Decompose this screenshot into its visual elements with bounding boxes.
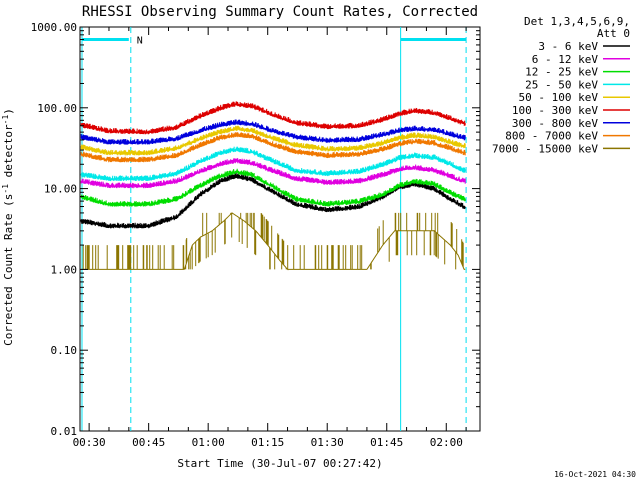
x-axis-label: Start Time (30-Jul-07 00:27:42) [177, 457, 382, 470]
plot-frame [79, 26, 481, 432]
footer-date: 16-Oct-2021 04:30 [554, 470, 636, 479]
series-trace [80, 119, 466, 145]
night-marker-label: N [137, 36, 143, 47]
marker-layer: N [81, 27, 467, 431]
y-axis-label-exp1: -1 [1, 184, 10, 194]
y-axis-label-main: Corrected Count Rate (s [2, 194, 15, 346]
y-tick-label: 0.01 [51, 425, 78, 438]
x-tick-label: 01:00 [192, 436, 225, 449]
series-trace [81, 211, 466, 271]
x-tick-label: 01:45 [370, 436, 403, 449]
legend-entry-label: 800 - 7000 keV [505, 130, 598, 143]
x-tick-label: 00:30 [73, 436, 106, 449]
chart-title: RHESSI Observing Summary Count Rates, Co… [82, 4, 478, 20]
y-tick-label: 10.00 [44, 183, 77, 196]
series-trace [80, 172, 466, 229]
y-tick-label: 1.00 [51, 263, 78, 276]
legend-entry-label: 50 - 100 keV [519, 91, 599, 104]
series-trace [80, 101, 466, 135]
y-axis-label-end: ) [2, 108, 15, 115]
x-axis: 00:30 00:45 01:00 01:15 01:30 01:45 02:00 [73, 27, 467, 449]
x-tick-label: 01:30 [311, 436, 344, 449]
x-tick-label: 01:15 [251, 436, 284, 449]
y-axis-label-exp2: -1 [1, 115, 10, 125]
legend-entry-label: 300 - 800 keV [512, 117, 598, 130]
y-axis-label-mid: detector [2, 124, 15, 184]
series-trace [80, 125, 466, 156]
legend-entry-label: 6 - 12 keV [532, 53, 599, 66]
series-trace [80, 132, 466, 163]
y-axis: 1000.00 100.00 10.00 1.00 0.10 0.01 [31, 21, 480, 438]
legend-entry-label: 3 - 6 keV [538, 40, 598, 53]
x-tick-label: 02:00 [430, 436, 463, 449]
y-tick-label: 0.10 [51, 344, 78, 357]
legend-entry-label: 100 - 300 keV [512, 104, 598, 117]
plot-border [79, 26, 481, 432]
y-tick-label: 100.00 [37, 102, 77, 115]
x-tick-label: 00:45 [132, 436, 165, 449]
legend-header-line1: Det 1,3,4,5,6,9, [524, 15, 630, 28]
legend-header-line2: Att 0 [597, 27, 630, 40]
legend-entry-label: 7000 - 15000 keV [492, 142, 598, 155]
y-tick-label: 1000.00 [31, 21, 77, 34]
series-trace [80, 168, 466, 208]
y-axis-label: Corrected Count Rate (s-1 detector-1) [1, 108, 15, 346]
series-trace [80, 158, 466, 189]
legend-entry-label: 12 - 25 keV [525, 66, 598, 79]
series-layer [80, 101, 466, 271]
legend-entry-label: 25 - 50 keV [525, 78, 598, 91]
series-trace [80, 146, 466, 182]
